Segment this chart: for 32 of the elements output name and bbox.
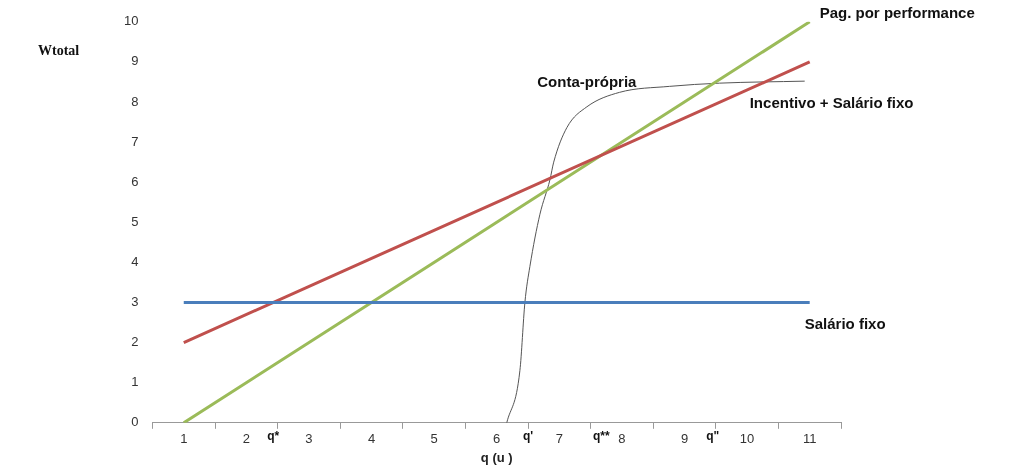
y-tick-label: 0 <box>131 414 139 430</box>
series-label: Pag. por performance <box>819 3 975 21</box>
x-tick-label: 8 <box>618 431 626 447</box>
x-tick-label: 4 <box>367 431 376 447</box>
y-axis-title: Wtotal <box>38 43 80 59</box>
text: q* <box>267 429 280 444</box>
x-tick-label: 1 <box>180 431 188 447</box>
x-tick-label: 2 <box>242 431 250 447</box>
text: q** <box>592 429 610 444</box>
x-axis-title: q (u ) <box>480 449 513 465</box>
series-label: Conta-própria <box>537 72 638 90</box>
x-tick-label: 3 <box>305 431 313 447</box>
text: q' <box>522 429 534 444</box>
series-label: Incentivo + Salário fixo <box>749 94 914 112</box>
y-tick-label: 7 <box>131 133 139 149</box>
x-tick-label: 9 <box>680 431 689 447</box>
y-tick-label: 3 <box>131 294 139 310</box>
y-tick-label: 5 <box>131 213 139 229</box>
y-tick-label: 8 <box>131 93 139 109</box>
x-tick-label: 11 <box>802 431 817 447</box>
y-tick-label: 6 <box>131 173 139 189</box>
x-tick-label: 5 <box>430 431 438 447</box>
x-tick-label: 6 <box>493 431 501 447</box>
series-label: Salário fixo <box>804 314 886 332</box>
y-tick-label: 10 <box>123 13 139 29</box>
y-tick-label: 2 <box>131 334 139 350</box>
y-tick-label: 9 <box>131 53 139 69</box>
x-tick-label: 7 <box>555 431 563 447</box>
y-tick-label: 4 <box>131 253 139 269</box>
text: q" <box>706 429 720 444</box>
y-tick-label: 1 <box>131 374 139 390</box>
x-tick-label: 10 <box>739 431 755 447</box>
